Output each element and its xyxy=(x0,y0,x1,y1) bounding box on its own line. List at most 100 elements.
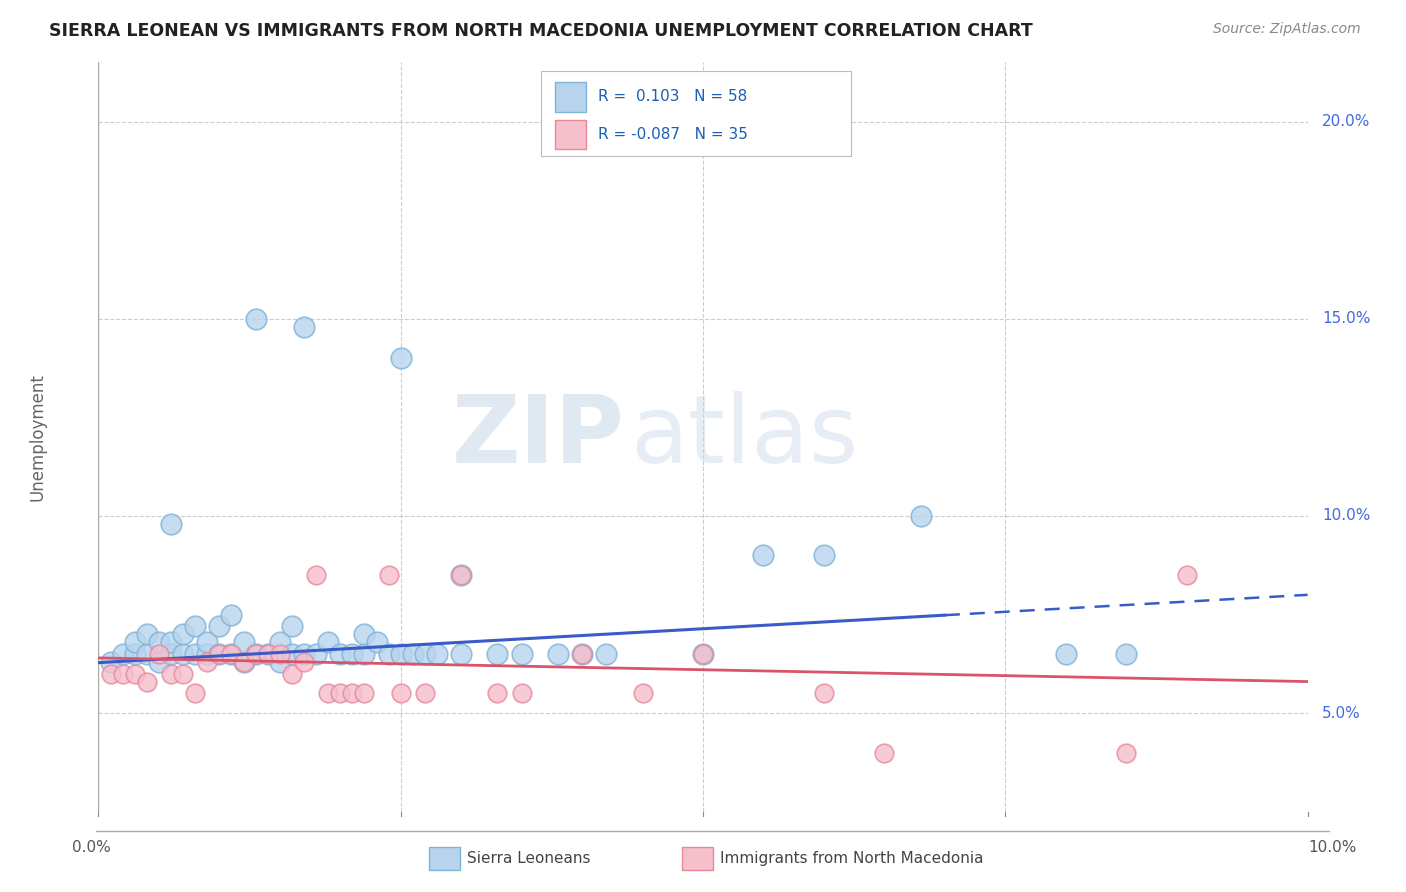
Point xyxy=(195,647,218,661)
Point xyxy=(292,655,315,669)
Point xyxy=(160,666,183,681)
Point xyxy=(100,655,122,669)
Point xyxy=(269,647,291,661)
Point xyxy=(1175,568,1198,582)
Point xyxy=(281,666,304,681)
Point xyxy=(450,568,472,582)
Point xyxy=(692,647,714,661)
Point xyxy=(316,686,339,700)
Text: ZIP: ZIP xyxy=(451,391,624,483)
Point xyxy=(342,686,364,700)
Text: 5.0%: 5.0% xyxy=(1322,706,1361,721)
Point xyxy=(389,647,412,661)
Point xyxy=(221,647,243,661)
Point xyxy=(547,647,569,661)
Text: Immigrants from North Macedonia: Immigrants from North Macedonia xyxy=(720,851,983,866)
Point xyxy=(1115,647,1137,661)
Point xyxy=(305,568,328,582)
Point xyxy=(245,647,267,661)
Point xyxy=(292,647,315,661)
Point xyxy=(232,635,254,649)
Point xyxy=(1054,647,1077,661)
Point xyxy=(813,549,835,563)
Point xyxy=(148,655,170,669)
Point xyxy=(160,516,183,531)
Point xyxy=(873,746,896,760)
Point xyxy=(269,635,291,649)
Point xyxy=(195,655,218,669)
Point xyxy=(329,686,352,700)
Text: Source: ZipAtlas.com: Source: ZipAtlas.com xyxy=(1213,22,1361,37)
Text: 15.0%: 15.0% xyxy=(1322,311,1371,326)
Point xyxy=(402,647,425,661)
Point xyxy=(450,568,472,582)
Point xyxy=(269,655,291,669)
Point xyxy=(752,549,775,563)
Point xyxy=(124,666,146,681)
Point xyxy=(377,647,399,661)
Point xyxy=(221,647,243,661)
Text: SIERRA LEONEAN VS IMMIGRANTS FROM NORTH MACEDONIA UNEMPLOYMENT CORRELATION CHART: SIERRA LEONEAN VS IMMIGRANTS FROM NORTH … xyxy=(49,22,1033,40)
Point xyxy=(510,686,533,700)
Point xyxy=(245,647,267,661)
Point xyxy=(377,568,399,582)
Point xyxy=(571,647,593,661)
Point xyxy=(172,627,194,641)
Point xyxy=(389,686,412,700)
Point xyxy=(366,635,388,649)
Point xyxy=(135,627,157,641)
Point xyxy=(342,647,364,661)
Point xyxy=(316,635,339,649)
Point xyxy=(208,647,231,661)
Point xyxy=(184,686,207,700)
Point xyxy=(111,647,134,661)
Point xyxy=(353,647,375,661)
Point xyxy=(232,655,254,669)
Point xyxy=(813,686,835,700)
Point xyxy=(281,647,304,661)
Point xyxy=(692,647,714,661)
Text: R =  0.103   N = 58: R = 0.103 N = 58 xyxy=(598,89,747,104)
Point xyxy=(450,647,472,661)
Point xyxy=(595,647,617,661)
Point xyxy=(221,607,243,622)
Point xyxy=(160,635,183,649)
Point xyxy=(208,647,231,661)
Point xyxy=(353,686,375,700)
Text: 10.0%: 10.0% xyxy=(1322,508,1371,524)
Point xyxy=(124,635,146,649)
Text: 0.0%: 0.0% xyxy=(72,840,111,855)
Point xyxy=(208,619,231,633)
Point xyxy=(160,647,183,661)
Point xyxy=(1115,746,1137,760)
Point xyxy=(184,619,207,633)
Text: Unemployment: Unemployment xyxy=(30,373,46,501)
Point xyxy=(111,666,134,681)
Point xyxy=(486,686,509,700)
Point xyxy=(172,666,194,681)
Point xyxy=(135,674,157,689)
Point xyxy=(353,627,375,641)
Text: 10.0%: 10.0% xyxy=(1309,840,1357,855)
Point xyxy=(135,647,157,661)
Point xyxy=(292,319,315,334)
Point xyxy=(232,655,254,669)
Point xyxy=(426,647,449,661)
Point xyxy=(281,619,304,633)
Text: atlas: atlas xyxy=(630,391,859,483)
Text: 20.0%: 20.0% xyxy=(1322,114,1371,129)
Point xyxy=(245,311,267,326)
Point xyxy=(172,647,194,661)
Point xyxy=(413,686,436,700)
Point xyxy=(256,647,278,661)
Point xyxy=(571,647,593,661)
Point xyxy=(910,508,932,523)
Point xyxy=(486,647,509,661)
Point xyxy=(148,635,170,649)
Point xyxy=(413,647,436,661)
Point xyxy=(100,666,122,681)
Point xyxy=(305,647,328,661)
Point xyxy=(184,647,207,661)
Point xyxy=(329,647,352,661)
Point xyxy=(389,351,412,366)
